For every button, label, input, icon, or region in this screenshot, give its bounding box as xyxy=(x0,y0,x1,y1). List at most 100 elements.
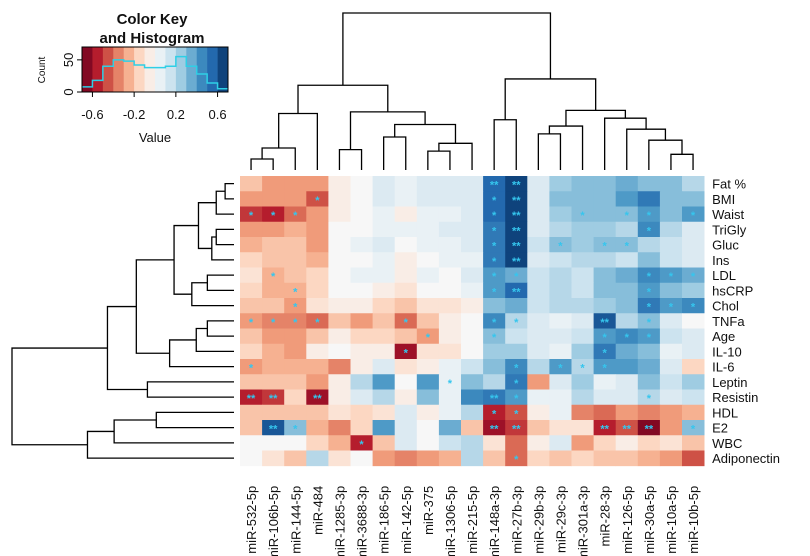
heatmap-cell-age-mir-186-5p xyxy=(372,328,396,345)
heatmap-cell-il-10-mir-10a-5p xyxy=(659,343,683,360)
color-key-gradient xyxy=(82,47,229,92)
color-key-band xyxy=(123,47,135,92)
annotation-tnfa-mir-484: * xyxy=(315,317,320,329)
annotation-chol-mir-144-5p: * xyxy=(293,302,298,314)
heatmap-cell-resistin-mir-10a-5p xyxy=(659,389,683,406)
heatmap-cell-ldl-mir-106b-5p xyxy=(262,267,285,284)
dendrogram-branch-r-c xyxy=(215,228,234,246)
color-key-yaxis: 0 50 xyxy=(61,53,83,96)
heatmap-cell-fat-mir-30a-5p xyxy=(637,176,661,192)
heatmap-cell-adiponectin-mir-1306-5p xyxy=(438,450,462,467)
color-key: Color Key and Histogram -0.6 -0.2 0.2 0.6 0… xyxy=(37,11,229,145)
heatmap-cell-gluc-mir-30a-5p xyxy=(637,237,661,253)
heatmap-cell-adiponectin-mir-215-5p xyxy=(461,450,484,467)
heatmap-cell-hscrp-mir-532-5p xyxy=(240,282,263,299)
heatmap-cell-resistin-mir-1306-5p xyxy=(438,389,462,406)
row-label-waist: Waist xyxy=(712,207,744,222)
heatmap-cell-fat-mir-532-5p xyxy=(240,176,263,192)
column-label-mir-484: miR-484 xyxy=(310,486,325,535)
heatmap-cell-tnfa-mir-10a-5p xyxy=(659,313,683,329)
heatmap-cell-adiponectin-mir-126-5p xyxy=(615,450,639,467)
heatmap-cell-il-10-mir-28-3p xyxy=(593,343,617,360)
dendrogram-branch-r-g xyxy=(191,282,234,307)
heatmap-cell-age-mir-375 xyxy=(416,328,440,345)
heatmap-cell-ins-mir-215-5p xyxy=(461,252,484,268)
annotation-hscrp-mir-27b-3p: ** xyxy=(512,286,521,298)
heatmap-cell-hdl-mir-10b-5p xyxy=(682,404,705,421)
heatmap-cell-tnfa-mir-28-3p xyxy=(593,313,617,329)
heatmap-cell-trigly-mir-10a-5p xyxy=(659,221,683,238)
heatmap-cell-bmi-mir-144-5p xyxy=(284,191,307,207)
heatmap-cell-gluc-mir-29b-3p xyxy=(527,237,550,253)
row-label-chol: Chol xyxy=(712,299,739,314)
heatmap-cell-fat-mir-142-5p xyxy=(394,176,418,192)
annotation-ldl-mir-148a-3p: * xyxy=(492,271,497,283)
heatmap-cell-leptin-mir-144-5p xyxy=(284,374,307,390)
heatmap-cell-ldl-mir-27b-3p xyxy=(505,267,528,284)
heatmap-cell-e2-mir-27b-3p xyxy=(505,420,528,436)
heatmap-cell-e2-mir-186-5p xyxy=(372,420,396,436)
heatmap-cell-adiponectin-mir-106b-5p xyxy=(262,450,285,467)
heatmap-cell-bmi-mir-29c-3p xyxy=(549,191,572,207)
heatmap-cell-trigly-mir-106b-5p xyxy=(262,221,285,238)
heatmap-cell-adiponectin-mir-148a-3p xyxy=(483,450,506,467)
dendrogram-branch-r-m xyxy=(146,381,234,398)
heatmap-cell-gluc-mir-28-3p xyxy=(593,237,617,253)
heatmap-cell-gluc-mir-148a-3p xyxy=(483,237,506,253)
heatmap-cell-ldl-mir-28-3p xyxy=(593,267,617,284)
heatmap-cell-resistin-mir-375 xyxy=(416,389,440,406)
heatmap-cell-gluc-mir-106b-5p xyxy=(262,237,285,253)
heatmap-cell-adiponectin-mir-301a-3p xyxy=(571,450,594,467)
heatmap-cell-e2-mir-215-5p xyxy=(461,420,484,436)
heatmap-cell-hdl-mir-27b-3p xyxy=(505,404,528,421)
annotation-gluc-mir-148a-3p: * xyxy=(492,241,497,253)
heatmap-cell-tnfa-mir-126-5p xyxy=(615,313,639,329)
annotation-ins-mir-27b-3p: ** xyxy=(512,256,521,268)
heatmap-cell-chol-mir-484 xyxy=(306,298,329,314)
heatmap-cell-tnfa-mir-186-5p xyxy=(372,313,396,329)
heatmap-cell-leptin-mir-106b-5p xyxy=(262,374,285,390)
heatmap-cell-age-mir-106b-5p xyxy=(262,328,285,345)
heatmap-cell-il-10-mir-106b-5p xyxy=(262,343,285,360)
heatmap-cell-e2-mir-10a-5p xyxy=(659,420,683,436)
column-label-mir-1306-5p: miR-1306-5p xyxy=(443,486,458,556)
heatmap-cell-trigly-mir-148a-3p xyxy=(483,221,506,238)
heatmap-cell-hscrp-mir-3688-3p xyxy=(350,282,373,299)
column-label-mir-144-5p: miR-144-5p xyxy=(288,486,303,554)
heatmap-cell-gluc-mir-126-5p xyxy=(615,237,639,253)
dendrogram-branch-r-root xyxy=(11,347,108,446)
annotation-gluc-mir-126-5p: * xyxy=(625,241,630,253)
heatmap-cell-wbc-mir-532-5p xyxy=(240,435,263,451)
annotation-adiponectin-mir-27b-3p: * xyxy=(514,454,519,466)
row-label-age: Age xyxy=(712,329,735,344)
heatmap-cell-tnfa-mir-484 xyxy=(306,313,329,329)
heatmap-cell-resistin-mir-142-5p xyxy=(394,389,418,406)
heatmap-cell-leptin-mir-148a-3p xyxy=(483,374,506,390)
heatmap-cell-waist-mir-1306-5p xyxy=(438,206,462,223)
heatmap-cell-ldl-mir-30a-5p xyxy=(637,267,661,284)
heatmap-cell-tnfa-mir-106b-5p xyxy=(262,313,285,329)
heatmap-cell-il-10-mir-3688-3p xyxy=(350,343,373,360)
heatmap-cell-hdl-mir-28-3p xyxy=(593,404,617,421)
heatmap-cell-age-mir-142-5p xyxy=(394,328,418,345)
heatmap-cell-gluc-mir-215-5p xyxy=(461,237,484,253)
heatmap-cell-leptin-mir-126-5p xyxy=(615,374,639,390)
heatmap-cell-hdl-mir-1306-5p xyxy=(438,404,462,421)
heatmap-cell-il-10-mir-142-5p xyxy=(394,343,418,360)
heatmap-cell-wbc-mir-375 xyxy=(416,435,440,451)
heatmap-cell-bmi-mir-301a-3p xyxy=(571,191,594,207)
heatmap-cell-bmi-mir-27b-3p xyxy=(505,191,528,207)
heatmap-cell-il-10-mir-484 xyxy=(306,343,329,360)
heatmap-cell-leptin-mir-10a-5p xyxy=(659,374,683,390)
column-label-mir-142-5p: miR-142-5p xyxy=(399,486,414,554)
annotation-tnfa-mir-106b-5p: * xyxy=(271,317,276,329)
color-key-band xyxy=(102,47,114,92)
heatmap-cell-tnfa-mir-144-5p xyxy=(284,313,307,329)
heatmap-cell-age-mir-301a-3p xyxy=(571,328,594,345)
annotation-bmi-mir-148a-3p: * xyxy=(492,195,497,207)
heatmap-cell-adiponectin-mir-10b-5p xyxy=(682,450,705,467)
heatmap-cell-trigly-mir-532-5p xyxy=(240,221,263,238)
heatmap-cell-ldl-mir-301a-3p xyxy=(571,267,594,284)
heatmap-cell-leptin-mir-1285-3p xyxy=(328,374,351,390)
heatmap-cell-trigly-mir-29b-3p xyxy=(527,221,550,238)
